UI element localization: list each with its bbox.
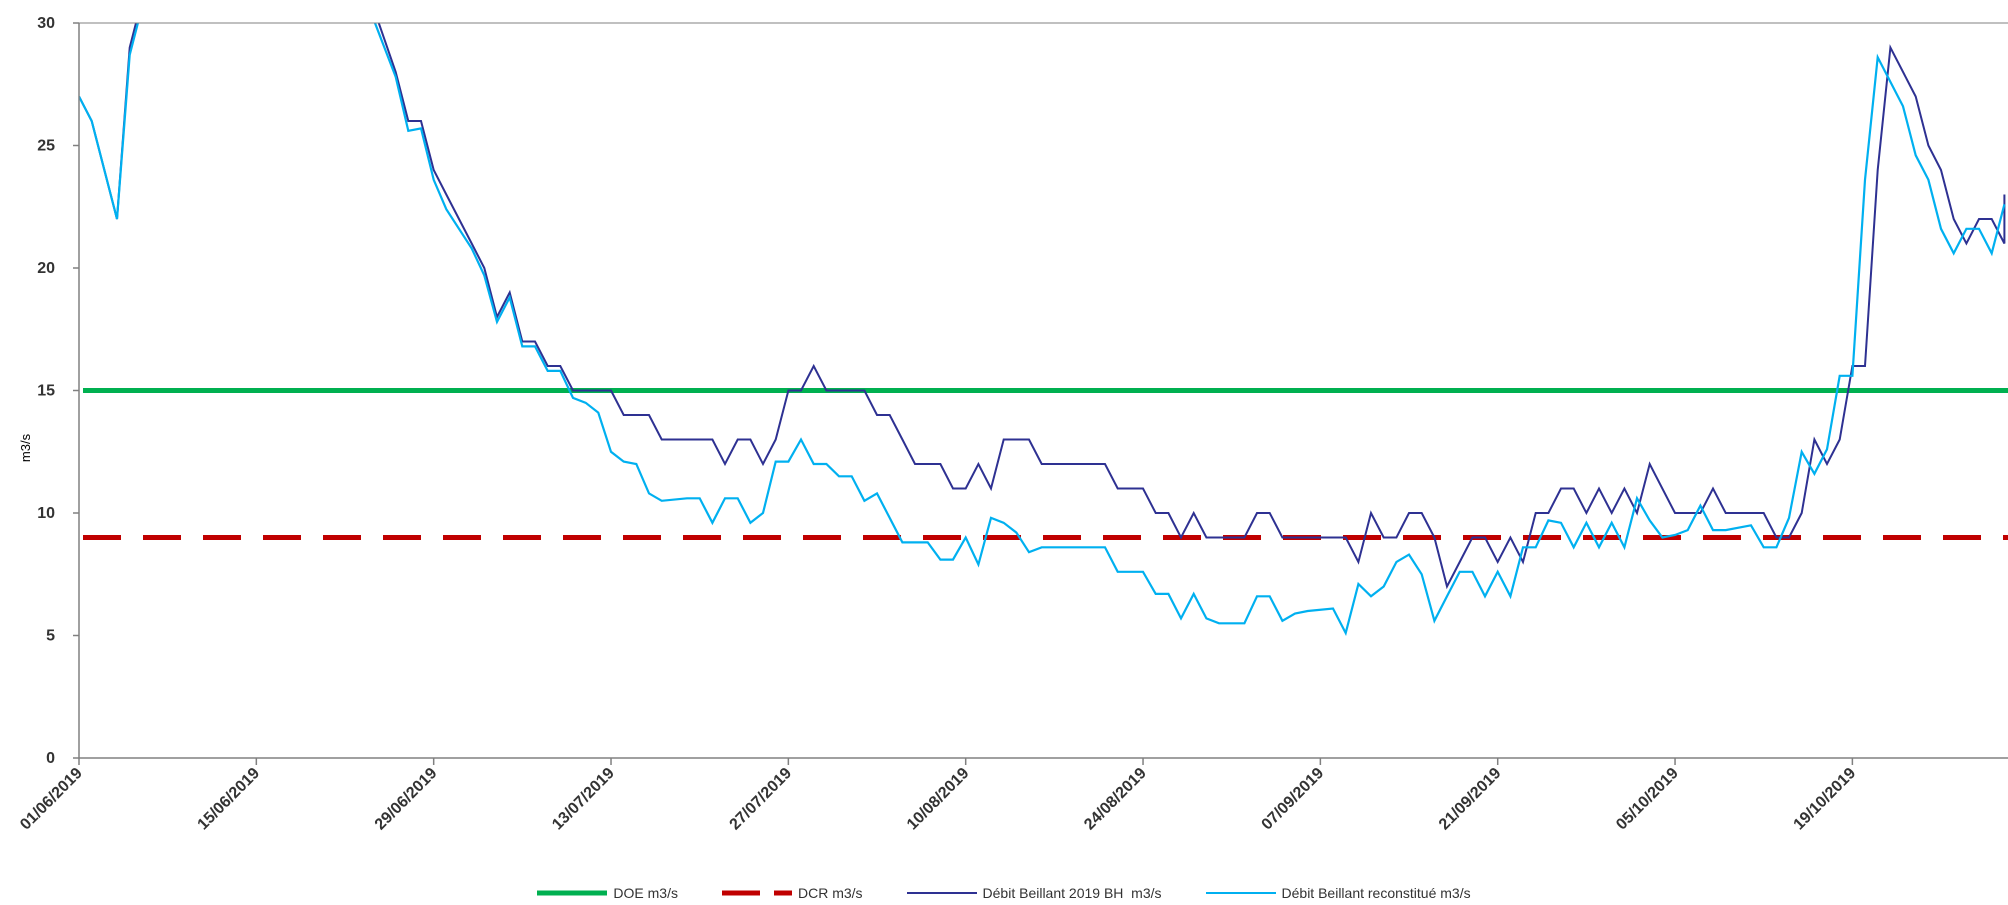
y-tick-label: 20 [37,260,55,277]
x-tick-label: 15/06/2019 [195,765,264,834]
legend-swatch-doe [537,890,608,896]
legend-swatch-beillant-2019 [906,892,977,894]
x-tick-label: 05/10/2019 [1613,765,1682,834]
legend-item-doe: DOE m3/s [537,885,678,901]
x-tick-label: 21/09/2019 [1436,765,1505,834]
y-ticks: 0 5 10 15 20 25 30 [37,15,79,767]
x-tick-label: 19/10/2019 [1791,765,1860,834]
series-line-beillant-reconstitue [79,23,2006,637]
x-tick-label: 27/07/2019 [727,765,796,834]
x-tick-label: 29/06/2019 [372,765,441,834]
legend-label-doe: DOE m3/s [613,885,678,901]
legend-label-beillant-reconstitue: Débit Beillant reconstitué m3/s [1281,885,1471,901]
y-tick-label: 15 [37,383,55,400]
legend-swatch-beillant-reconstitue [1205,892,1276,894]
x-tick-label: 07/09/2019 [1259,765,1328,834]
y-tick-label: 0 [46,750,55,767]
legend-item-dcr: DCR m3/s [721,885,863,901]
legend-item-beillant-reconstitue: Débit Beillant reconstitué m3/s [1205,885,1471,901]
series-layer [79,23,2008,637]
y-tick-label: 25 [37,138,55,155]
x-tick-label: 13/07/2019 [549,765,618,834]
y-axis-label: m3/s [18,433,33,462]
y-tick-label: 30 [37,15,55,32]
line-chart: 0 5 10 15 20 25 30 01/06/2019 15/06/2019 29/06/2… [17,15,2008,833]
legend: DOE m3/s DCR m3/s Débit Beillant 2019 BH… [0,882,2008,904]
x-tick-label: 24/08/2019 [1081,765,1150,834]
legend-swatch-dcr [721,890,792,896]
x-tick-label: 01/06/2019 [17,765,86,834]
y-tick-label: 5 [46,628,55,645]
y-tick-label: 10 [37,505,55,522]
x-ticks: 01/06/2019 15/06/2019 29/06/2019 13/07/2019… [17,758,1859,833]
legend-label-beillant-2019: Débit Beillant 2019 BH m3/s [982,885,1162,901]
series-line-beillant-2019 [79,23,2006,590]
legend-label-dcr: DCR m3/s [797,885,863,901]
legend-item-beillant-2019: Débit Beillant 2019 BH m3/s [906,885,1162,901]
x-tick-label: 10/08/2019 [904,765,973,834]
